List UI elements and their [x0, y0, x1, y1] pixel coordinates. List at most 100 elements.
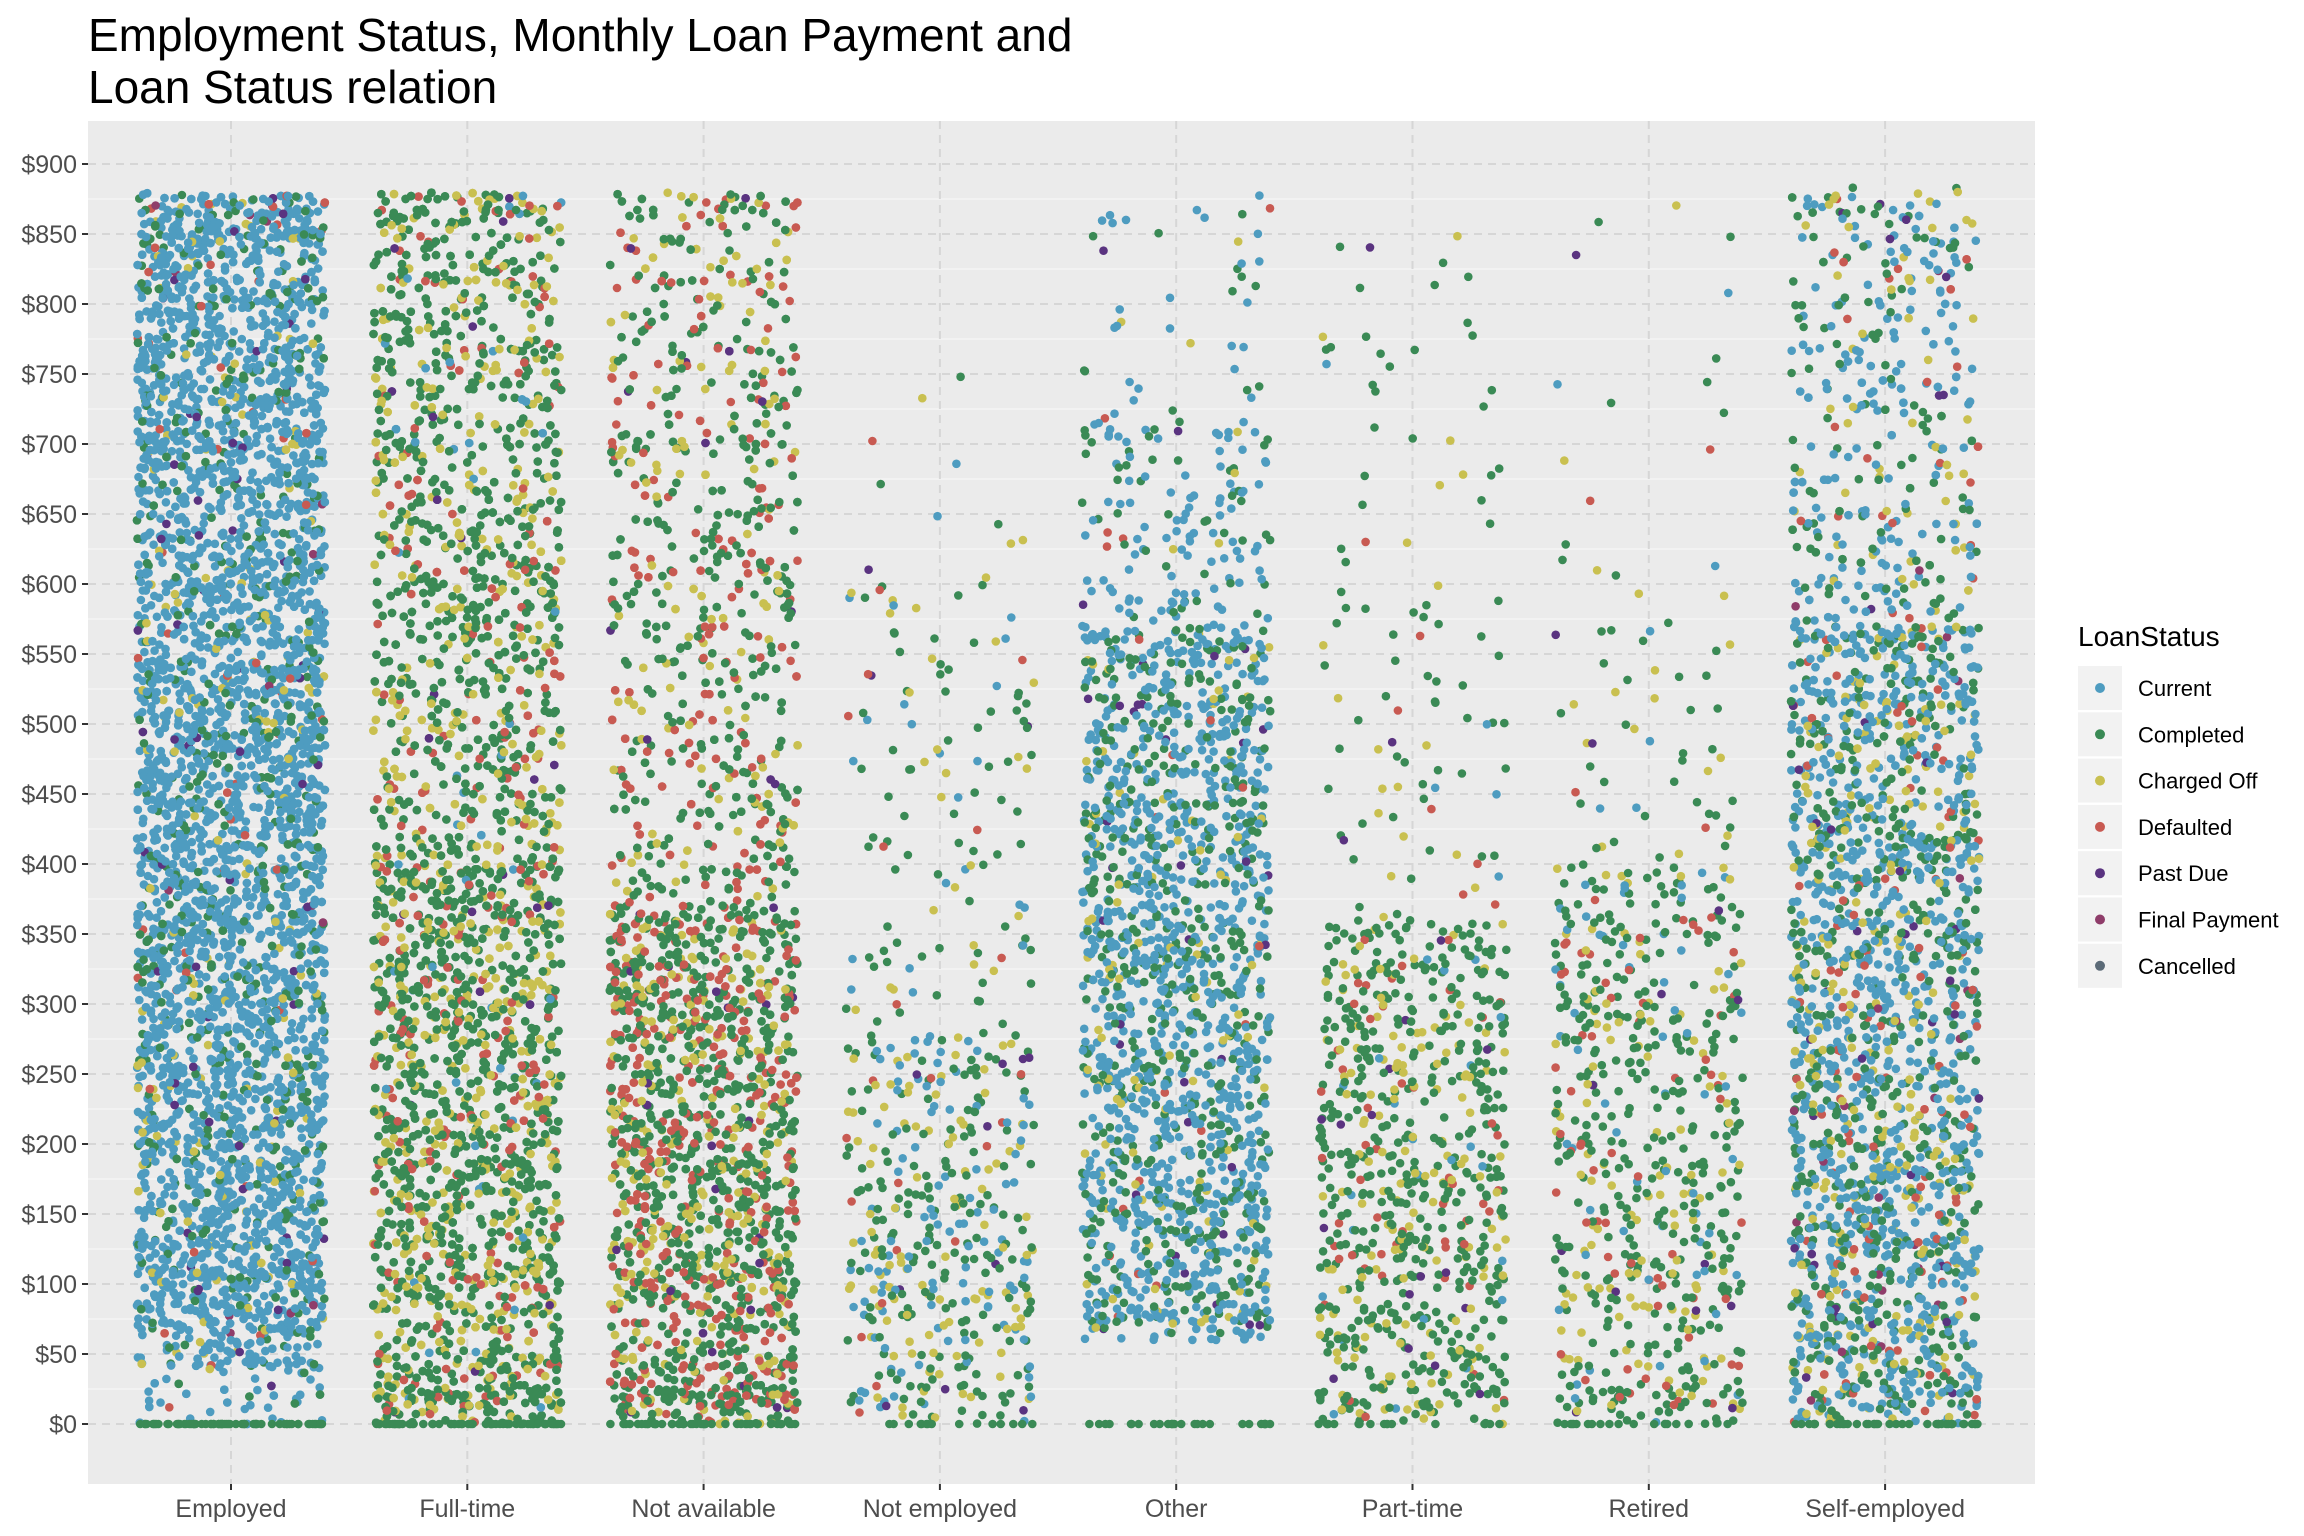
data-point [206, 857, 215, 867]
data-point [157, 318, 166, 327]
data-point [299, 1368, 309, 1378]
data-point [243, 686, 253, 695]
y-tick-label: $250 [21, 1061, 77, 1089]
data-point [304, 373, 314, 383]
data-point [137, 1015, 147, 1024]
data-point [156, 1208, 165, 1218]
data-point [173, 486, 182, 496]
data-point [163, 286, 173, 295]
data-point [222, 294, 231, 304]
data-point [205, 375, 215, 384]
data-point [189, 1062, 198, 1072]
data-point [306, 1375, 315, 1384]
data-point [267, 1381, 276, 1391]
data-point [160, 1329, 169, 1338]
data-point [237, 938, 247, 947]
data-point [193, 1354, 202, 1363]
data-point [144, 1387, 153, 1396]
data-point [234, 1141, 244, 1151]
data-point [318, 801, 328, 810]
data-point [237, 1042, 246, 1052]
data-point [275, 622, 285, 632]
data-point [174, 1379, 183, 1389]
data-point [228, 303, 237, 313]
data-point [201, 573, 211, 583]
data-point [135, 995, 144, 1005]
data-point [303, 888, 312, 897]
data-point [160, 893, 169, 902]
data-point [175, 1226, 185, 1235]
data-point [214, 1220, 223, 1229]
data-point [243, 1340, 253, 1350]
data-point [187, 667, 196, 677]
data-point [167, 407, 176, 417]
data-point [154, 552, 164, 561]
data-point [137, 860, 147, 869]
data-point [228, 526, 237, 535]
data-point [208, 397, 217, 406]
data-point [278, 1115, 287, 1124]
data-point [137, 1359, 146, 1369]
data-point [175, 209, 184, 219]
data-point [152, 1131, 162, 1141]
data-point [173, 598, 183, 607]
data-point [139, 955, 148, 964]
data-point [137, 432, 146, 442]
data-point [217, 397, 227, 407]
data-point [162, 1374, 171, 1384]
data-point [135, 1072, 144, 1082]
data-point [272, 1049, 281, 1059]
data-point [313, 207, 323, 216]
data-point [205, 789, 214, 798]
data-point [307, 1013, 317, 1023]
data-point [295, 950, 304, 960]
data-point [300, 1146, 310, 1155]
data-point [275, 468, 284, 478]
data-point [240, 666, 250, 675]
data-point [302, 1221, 312, 1231]
data-point [218, 661, 227, 671]
data-point [176, 797, 186, 806]
data-point [205, 707, 215, 716]
data-point [217, 276, 226, 286]
data-point [188, 1256, 198, 1266]
data-point [230, 919, 239, 928]
data-point [135, 930, 145, 939]
y-tick-label: $150 [21, 1201, 77, 1229]
y-tick-label: $0 [49, 1411, 77, 1439]
data-point [235, 945, 245, 954]
y-tick-label: $400 [21, 851, 77, 879]
data-point [201, 457, 210, 467]
data-point [306, 1277, 315, 1286]
data-point [301, 1046, 311, 1055]
data-point [133, 1269, 143, 1279]
data-point [237, 761, 246, 771]
data-point [312, 688, 322, 697]
data-point [132, 834, 142, 843]
data-point [196, 642, 205, 652]
data-point [251, 965, 261, 975]
data-point [227, 938, 236, 948]
x-tick-label: Part-time [1362, 1495, 1463, 1523]
data-point [241, 997, 250, 1006]
data-point [308, 549, 318, 559]
data-point [261, 952, 270, 962]
data-point [162, 686, 171, 696]
data-point [182, 1389, 191, 1399]
data-point [257, 558, 267, 567]
data-point [310, 502, 319, 512]
data-point [295, 1324, 305, 1334]
data-point [193, 935, 202, 945]
data-point [214, 629, 224, 638]
data-point [235, 1347, 244, 1357]
data-point [189, 1247, 199, 1257]
data-point [204, 679, 213, 689]
data-point [320, 1035, 329, 1045]
data-point [316, 343, 326, 352]
data-point [272, 247, 282, 256]
data-points [132, 183, 1984, 1429]
data-point [275, 1247, 284, 1257]
data-point [230, 295, 239, 304]
data-point [317, 1301, 327, 1311]
